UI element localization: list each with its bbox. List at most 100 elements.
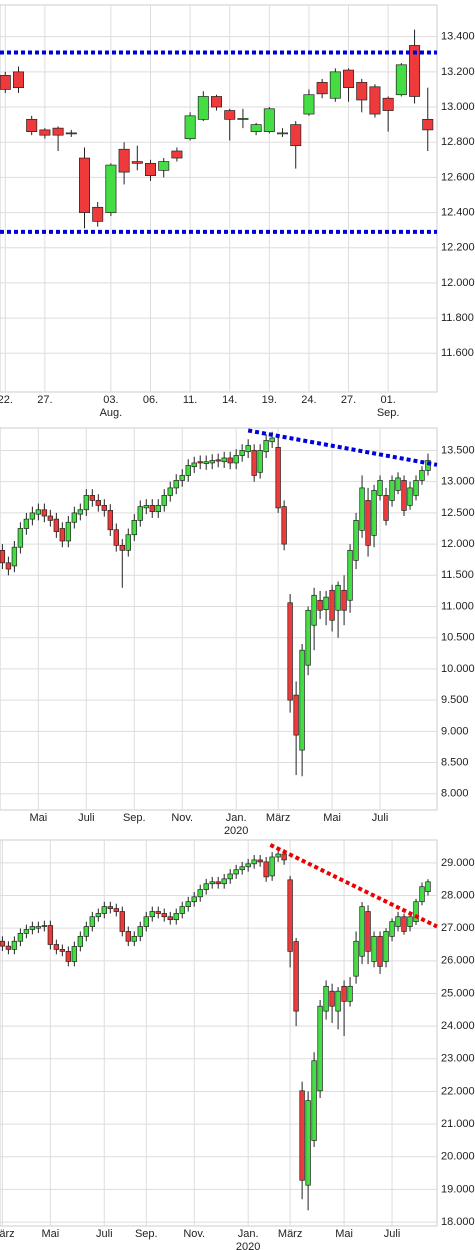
y-tick-label: 8.500 <box>441 756 469 768</box>
candle-body <box>365 911 371 952</box>
x-tick-label: Jan. <box>226 812 247 824</box>
candle-body <box>203 883 209 890</box>
candle-body <box>209 460 215 464</box>
candle-body <box>221 878 227 885</box>
candle-body <box>125 534 131 551</box>
y-tick-label: 25.000 <box>441 987 475 999</box>
candle-body <box>11 940 18 950</box>
candle-body <box>95 913 101 918</box>
chart-panel: 8.000 8.500 9.000 9.500 10.000 10.500 11.000 11… <box>0 427 475 837</box>
candle-body <box>89 495 96 501</box>
candle-body <box>65 521 72 542</box>
candle-body <box>341 985 347 1002</box>
candle-body <box>143 505 149 509</box>
x-tick-label: 19. <box>262 394 277 406</box>
y-tick-label: 19.000 <box>441 1183 475 1195</box>
candle-body <box>371 935 377 962</box>
candle-body <box>105 164 117 213</box>
candle-body <box>77 509 84 515</box>
candle-body <box>287 879 293 952</box>
x-tick-label: 24. <box>301 394 316 406</box>
candle-body <box>17 528 24 548</box>
candle-body <box>23 929 30 934</box>
x-tick-sublabel: 2020 <box>236 1241 260 1250</box>
y-tick-label: 22.000 <box>441 1085 475 1097</box>
y-tick-label: 12.400 <box>441 206 475 218</box>
candle-body <box>369 86 381 115</box>
x-tick-label: Mai <box>335 1228 353 1240</box>
candle-body <box>335 584 341 611</box>
x-tick-sublabel: 2020 <box>224 825 248 837</box>
plot-area <box>0 839 438 1227</box>
candle-body <box>383 931 389 962</box>
x-tick-label: Juli <box>372 812 389 824</box>
candle-body <box>343 69 355 89</box>
candle-body <box>65 132 77 135</box>
candle-body <box>173 480 179 489</box>
candle-body <box>158 161 170 171</box>
candle-body <box>47 515 54 521</box>
candle-body <box>293 941 299 1012</box>
x-tick-label: 27. <box>341 394 356 406</box>
candle-body <box>39 129 51 136</box>
candle-body <box>35 509 42 515</box>
candle-body <box>401 916 407 932</box>
y-tick-label: 21.000 <box>441 1118 475 1130</box>
x-tick-label: Sep. <box>135 1228 158 1240</box>
candle-body <box>407 916 413 927</box>
candle-body <box>95 500 101 506</box>
candle-body <box>197 96 209 120</box>
candle-body <box>137 926 143 937</box>
chart-panel: 11.600 11.800 12.000 12.200 12.400 12.600 12.8… <box>0 4 475 419</box>
candle-body <box>203 461 209 464</box>
candle-body <box>131 161 143 164</box>
candle-body <box>92 206 104 222</box>
candle-body <box>353 520 359 561</box>
candle-body <box>53 518 60 532</box>
candle-body <box>47 925 54 945</box>
candle-body <box>23 518 30 529</box>
candle-body <box>263 440 269 453</box>
y-tick-label: 13.000 <box>441 476 475 488</box>
candle-body <box>107 906 113 909</box>
candle-body <box>78 157 90 213</box>
candle-body <box>12 71 24 89</box>
candle-body <box>101 505 107 511</box>
candle-body <box>377 935 383 967</box>
candle-body <box>143 916 149 927</box>
candle-body <box>422 118 434 131</box>
x-tick-label: Nov. <box>183 1228 205 1240</box>
candle-body <box>239 866 245 871</box>
candle-body <box>356 82 368 101</box>
y-tick-label: 12.600 <box>441 171 475 183</box>
candle-body <box>167 487 173 496</box>
x-tick-label: 14. <box>222 394 237 406</box>
y-tick-label: 12.200 <box>441 242 475 254</box>
candle-body <box>335 990 341 1012</box>
candle-body <box>305 1100 311 1186</box>
candle-body <box>316 82 328 95</box>
candle-body <box>125 931 131 942</box>
y-tick-label: 24.000 <box>441 1020 475 1032</box>
y-tick-label: 13.500 <box>441 444 475 456</box>
candle-body <box>275 853 281 858</box>
y-tick-label: 8.000 <box>441 788 469 800</box>
y-tick-label: 11.600 <box>441 347 474 359</box>
candle-body <box>119 544 125 551</box>
candle-body <box>161 913 167 918</box>
candle-body <box>145 162 157 176</box>
x-tick-label: 06. <box>143 394 158 406</box>
candle-body <box>377 480 383 496</box>
candle-body <box>0 549 6 564</box>
candle-body <box>113 529 119 546</box>
candle-body <box>250 124 262 133</box>
candle-body <box>233 869 239 875</box>
candle-body <box>131 935 137 942</box>
candle-body <box>227 873 233 880</box>
candle-body <box>59 528 66 542</box>
candle-body <box>233 455 239 464</box>
candle-body <box>299 1090 305 1181</box>
x-tick-label: März <box>278 1228 302 1240</box>
candle-body <box>425 881 431 892</box>
candle-body <box>365 500 371 546</box>
